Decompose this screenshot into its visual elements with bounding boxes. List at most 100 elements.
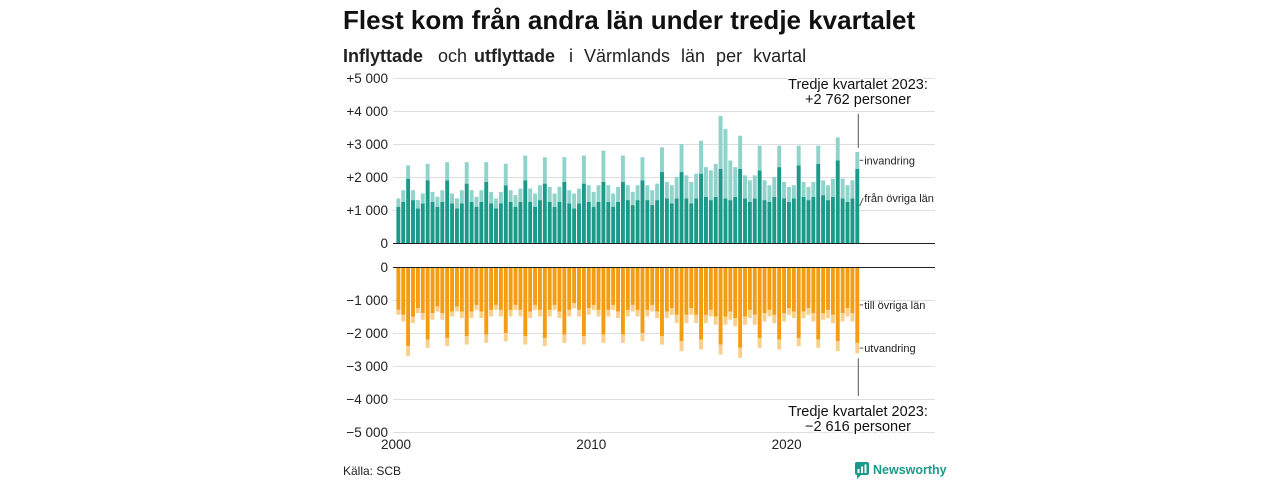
- bar-from-other-counties: [567, 203, 572, 243]
- bar-immigration: [435, 196, 440, 207]
- bar-immigration: [747, 180, 752, 202]
- bar-to-other-counties: [557, 267, 562, 312]
- bar-to-other-counties: [830, 267, 835, 315]
- bar-to-other-counties: [479, 267, 484, 312]
- bar-immigration: [782, 181, 787, 199]
- bar-emigration: [635, 309, 640, 317]
- bar-emigration: [650, 304, 655, 312]
- bar-from-other-counties: [528, 201, 533, 243]
- bar-immigration: [772, 177, 777, 197]
- bar-from-other-counties: [640, 180, 645, 243]
- bar-emigration: [591, 304, 596, 310]
- bar-emigration: [567, 309, 572, 317]
- bar-to-other-counties: [782, 267, 787, 314]
- bar-from-other-counties: [738, 168, 743, 243]
- annotation-heading: Tredje kvartalet 2023:: [788, 404, 928, 420]
- bar-immigration: [616, 186, 621, 202]
- bar-to-other-counties: [747, 267, 752, 310]
- bar-to-other-counties: [826, 267, 830, 310]
- bar-from-other-counties: [450, 203, 455, 243]
- bar-immigration: [708, 170, 713, 201]
- bar-immigration: [494, 198, 498, 209]
- bar-from-other-counties: [835, 160, 840, 243]
- bar-immigration: [811, 181, 816, 197]
- bar-from-other-counties: [669, 203, 674, 243]
- bar-from-other-counties: [674, 198, 679, 243]
- bar-from-other-counties: [577, 203, 581, 243]
- bar-from-other-counties: [406, 178, 411, 243]
- bar-to-other-counties: [596, 267, 601, 310]
- bar-immigration: [796, 145, 801, 166]
- bar-immigration: [743, 175, 747, 199]
- bar-from-other-counties: [557, 201, 562, 243]
- bar-immigration: [474, 196, 479, 207]
- bar-immigration: [718, 115, 723, 169]
- bar-to-other-counties: [752, 267, 757, 315]
- bar-immigration: [528, 188, 533, 202]
- bar-to-other-counties: [786, 267, 791, 309]
- bar-immigration: [513, 195, 518, 207]
- bar-immigration: [596, 185, 601, 202]
- bar-to-other-counties: [655, 267, 660, 312]
- bar-immigration: [445, 162, 450, 181]
- bar-from-other-counties: [723, 198, 728, 243]
- bar-to-other-counties: [635, 267, 640, 310]
- bar-emigration: [674, 314, 679, 324]
- series-label-from-other-counties: från övriga län: [864, 193, 934, 205]
- bar-from-other-counties: [703, 196, 708, 243]
- bar-from-other-counties: [786, 201, 791, 243]
- bar-emigration: [733, 318, 738, 327]
- bar-immigration: [699, 140, 704, 174]
- bar-immigration: [484, 162, 489, 182]
- bar-immigration: [450, 193, 455, 204]
- bar-emigration: [596, 309, 601, 317]
- bar-to-other-counties: [694, 267, 699, 315]
- bar-immigration: [664, 181, 669, 199]
- bar-to-other-counties: [435, 267, 440, 307]
- bar-to-other-counties: [581, 267, 586, 337]
- bar-emigration: [508, 309, 513, 317]
- bar-emigration: [689, 308, 694, 315]
- bar-from-other-counties: [435, 206, 440, 243]
- bar-to-other-counties: [586, 267, 591, 309]
- bar-from-other-counties: [747, 201, 752, 243]
- bar-immigration: [757, 145, 762, 171]
- bar-from-other-counties: [533, 206, 538, 243]
- source-note: Källa: SCB: [343, 464, 401, 478]
- bar-to-other-counties: [762, 267, 767, 314]
- bar-emigration: [816, 339, 821, 348]
- bar-from-other-counties: [459, 203, 464, 243]
- bar-immigration: [581, 155, 586, 184]
- bar-immigration: [454, 198, 459, 209]
- bar-from-other-counties: [777, 167, 782, 243]
- bar-emigration: [454, 306, 459, 312]
- bar-emigration: [762, 313, 767, 322]
- bar-emigration: [518, 309, 523, 317]
- bar-emigration: [420, 313, 425, 320]
- bar-from-other-counties: [469, 201, 474, 243]
- bar-to-other-counties: [454, 267, 459, 307]
- bar-emigration: [542, 337, 547, 347]
- bar-to-other-counties: [850, 267, 855, 314]
- y-tick-label: +1 000: [346, 203, 388, 218]
- bar-to-other-counties: [396, 267, 401, 310]
- bar-from-other-counties: [498, 203, 503, 243]
- bar-to-other-counties: [845, 267, 850, 309]
- bar-to-other-counties: [757, 267, 762, 338]
- bar-immigration: [523, 155, 528, 181]
- bar-immigration: [411, 190, 415, 201]
- bar-from-other-counties: [396, 206, 401, 243]
- bar-immigration: [508, 190, 513, 202]
- bar-from-other-counties: [611, 206, 616, 243]
- bar-emigration: [430, 313, 435, 320]
- bar-immigration: [855, 151, 860, 169]
- bar-from-other-counties: [635, 200, 640, 243]
- bar-to-other-counties: [821, 267, 826, 314]
- bar-from-other-counties: [801, 196, 806, 243]
- bar-emigration: [738, 347, 743, 358]
- bar-from-other-counties: [513, 206, 518, 243]
- bar-to-other-counties: [494, 267, 498, 305]
- bar-immigration: [533, 193, 538, 207]
- bar-immigration: [503, 163, 508, 186]
- annotation-value: −2 616 personer: [805, 419, 911, 435]
